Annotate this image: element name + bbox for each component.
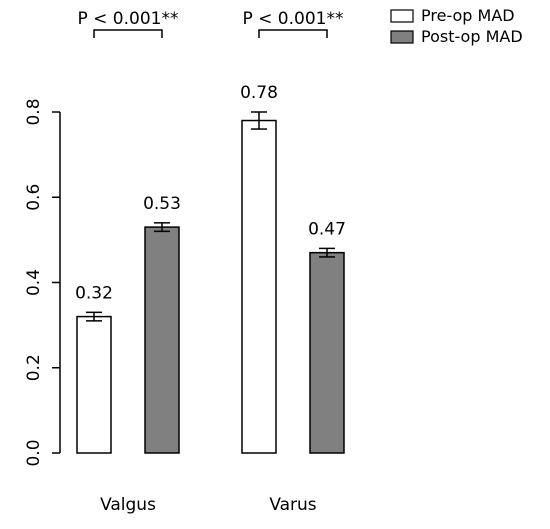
significance-label: P < 0.001** [243,9,344,29]
bar-post-op-mad-valgus [144,226,180,454]
y-tick-label: 0.8 [24,98,44,125]
bar-pre-op-mad-varus [241,119,277,454]
legend-label: Pre-op MAD [421,6,515,25]
y-tick-label: 0.6 [24,184,44,211]
y-tick-label: 0.4 [24,269,44,296]
bar-pre-op-mad-valgus [76,315,112,454]
significance-bracket [258,29,328,38]
y-tick-label: 0.2 [24,354,44,381]
data-label: 0.32 [75,283,113,303]
legend-label: Post-op MAD [421,27,523,46]
legend-swatch [390,9,414,23]
data-label: 0.78 [240,83,278,103]
data-label: 0.53 [143,194,181,214]
bar-post-op-mad-varus [309,251,345,454]
significance-bracket [93,29,163,38]
significance-label: P < 0.001** [78,9,179,29]
x-category-label: Varus [269,495,316,515]
legend-swatch [390,30,414,44]
data-label: 0.47 [308,219,346,239]
y-tick-label: 0.0 [24,439,44,466]
x-category-label: Valgus [100,495,156,515]
